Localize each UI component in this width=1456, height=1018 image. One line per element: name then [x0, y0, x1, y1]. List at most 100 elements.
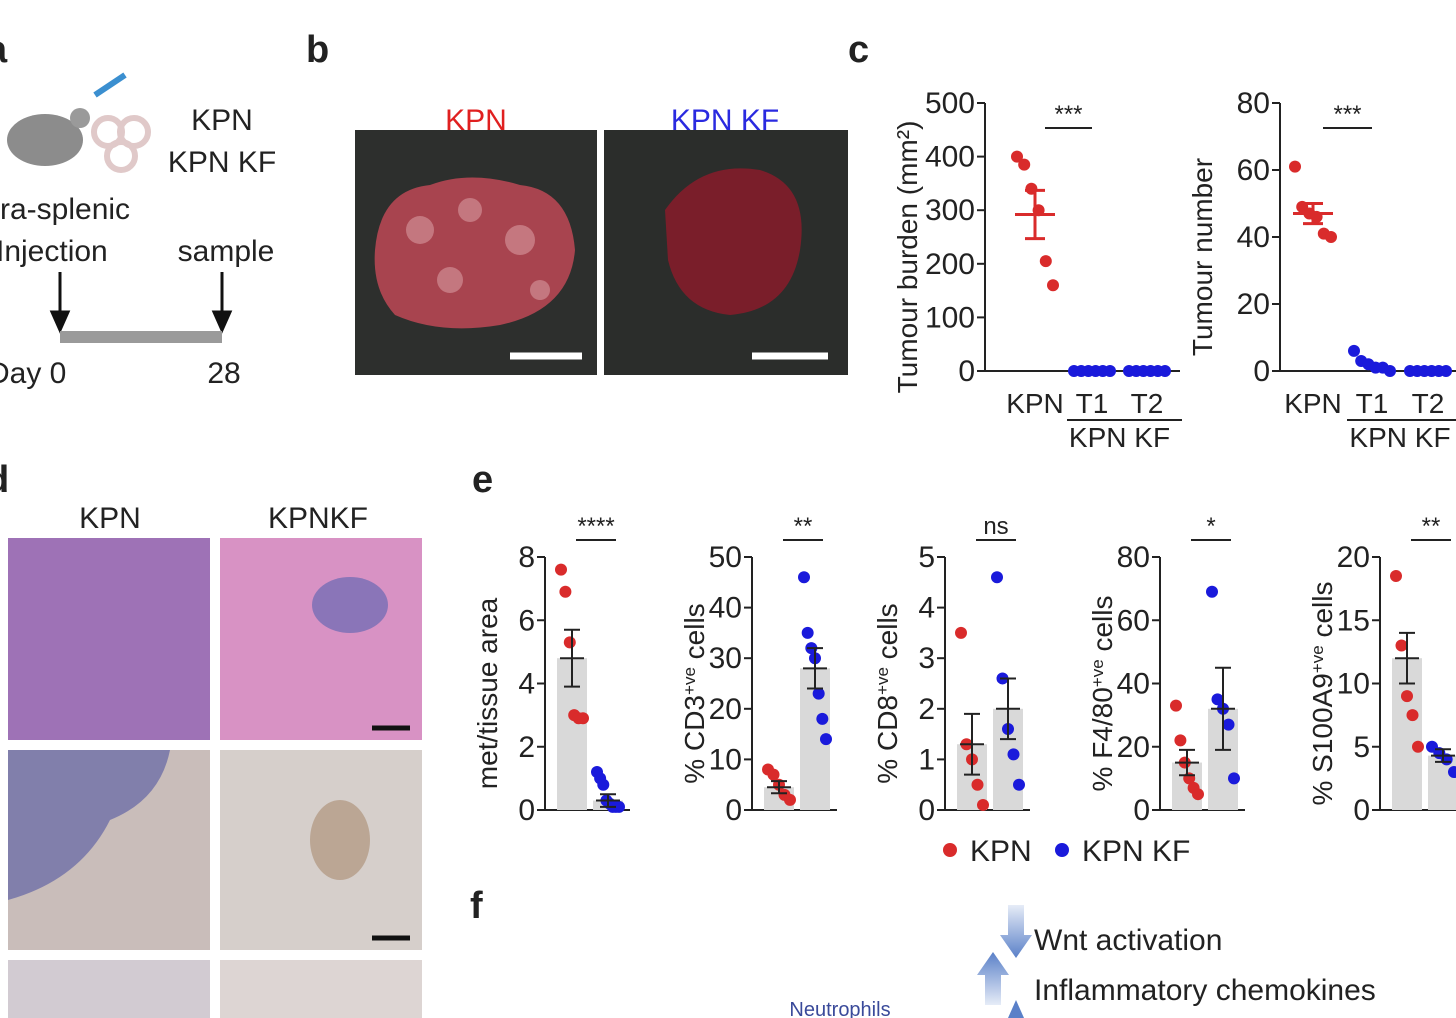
data-point	[1228, 772, 1240, 785]
y-tick-label: 4	[518, 668, 535, 701]
significance-label: ****	[577, 513, 614, 540]
y-axis-label-part: cells	[1087, 596, 1118, 660]
legend-label: KPN KF	[1082, 835, 1190, 868]
y-axis-label-part: cells	[872, 603, 903, 667]
error-bar	[1211, 666, 1235, 751]
column-label: KPN	[79, 502, 141, 535]
significance-label: ns	[983, 513, 1008, 540]
data-point	[555, 563, 567, 576]
y-tick-label: 0	[725, 794, 742, 827]
data-point	[613, 800, 625, 813]
injection-text: Injection	[0, 235, 108, 268]
data-point	[1390, 569, 1402, 582]
legend-marker	[943, 843, 957, 857]
y-tick-label: 100	[925, 301, 975, 334]
day-label: Day 0	[0, 357, 66, 390]
data-point	[991, 571, 1003, 584]
bar	[1428, 755, 1456, 810]
y-tick-label: 60	[1237, 154, 1270, 187]
cell-line: KPN KF	[168, 146, 276, 179]
data-point	[1007, 748, 1020, 761]
cell-line: KPN	[191, 104, 253, 137]
y-tick-label: 80	[1117, 541, 1150, 574]
error-bar	[960, 712, 984, 776]
data-point	[798, 571, 810, 584]
y-axis-label-part: cells	[1307, 581, 1338, 645]
data-point	[971, 778, 984, 791]
legend-label: KPN	[970, 835, 1032, 868]
y-tick-label: 20	[1237, 288, 1270, 321]
x-tick-label: T2	[1412, 388, 1445, 419]
y-tick-label: 2	[518, 731, 535, 764]
y-axis-label-part: cells	[679, 603, 710, 667]
data-point	[801, 626, 814, 639]
data-point	[1018, 158, 1031, 171]
y-axis-label-part: % F4/80	[1087, 687, 1118, 791]
panel-label: f	[470, 885, 483, 927]
mouse-icon	[7, 72, 151, 173]
panel-label: e	[472, 459, 493, 501]
sample-text: sample	[178, 235, 275, 268]
data-point	[1412, 740, 1424, 753]
panel-label: d	[0, 459, 9, 501]
y-tick-label: 0	[518, 794, 535, 827]
y-axis-label-part: +ve	[873, 667, 892, 695]
y-tick-label: 30	[709, 642, 742, 675]
data-point	[816, 712, 829, 725]
x-tick-label: KPN	[1006, 388, 1064, 419]
data-point	[812, 687, 825, 700]
significance-label: **	[794, 513, 813, 540]
error-bar	[803, 647, 827, 690]
data-point	[977, 798, 989, 811]
y-tick-label: 40	[1117, 668, 1150, 701]
data-point	[1159, 365, 1171, 377]
error-bar	[1431, 748, 1455, 763]
y-tick-label: 4	[918, 592, 935, 625]
y-tick-label: 40	[1237, 221, 1270, 254]
data-point	[563, 636, 576, 649]
y-axis-label-part: met/tissue area	[472, 597, 503, 789]
y-axis-label-part: % S100A9	[1307, 673, 1338, 805]
y-tick-label: 60	[1117, 604, 1150, 637]
y-tick-label: 10	[1337, 668, 1370, 701]
liver-photos	[355, 130, 848, 375]
data-point	[1384, 365, 1396, 377]
data-point	[1222, 718, 1235, 731]
y-tick-label: 0	[1133, 794, 1150, 827]
y-axis-label: % CD3+ve cells	[679, 603, 710, 783]
data-point	[820, 733, 832, 746]
y-tick-label: 5	[1353, 731, 1370, 764]
data-point	[1440, 365, 1452, 377]
significance-label: **	[1422, 513, 1441, 540]
data-point	[1013, 778, 1025, 791]
data-point	[767, 768, 780, 781]
error-bar	[996, 677, 1020, 741]
x-tick-label: T2	[1131, 388, 1164, 419]
y-tick-label: 2	[918, 693, 935, 726]
y-tick-label: 80	[1237, 87, 1270, 120]
data-point	[1104, 365, 1116, 377]
y-axis-label-part: +ve	[680, 667, 699, 695]
significance-label: ***	[1333, 101, 1361, 128]
data-point	[1406, 709, 1419, 722]
data-point	[597, 778, 610, 791]
error-bar	[1395, 631, 1419, 685]
error-bar	[1303, 202, 1323, 226]
column-label: KPNKF	[268, 502, 368, 535]
bracket-label: KPN KF	[1349, 422, 1450, 453]
significance-label: *	[1206, 513, 1215, 540]
data-point	[955, 626, 967, 639]
route-text: ra-splenic	[0, 193, 130, 226]
data-point	[1192, 788, 1204, 801]
data-point	[784, 793, 796, 806]
data-point	[577, 712, 589, 725]
error-bar	[1025, 188, 1045, 241]
y-tick-label: 15	[1337, 604, 1370, 637]
day-label: 28	[207, 357, 240, 390]
error-bar	[1175, 748, 1199, 777]
data-point	[1395, 639, 1408, 652]
data-point	[1170, 699, 1182, 712]
y-tick-label: 0	[1353, 794, 1370, 827]
